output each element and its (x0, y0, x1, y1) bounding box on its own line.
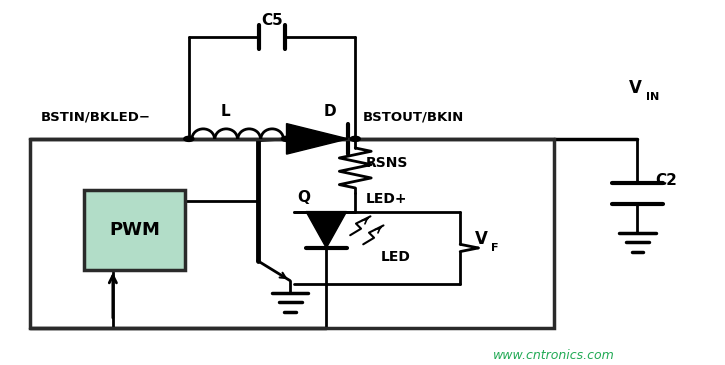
Text: BSTIN/BKLED−: BSTIN/BKLED− (41, 111, 151, 123)
Polygon shape (286, 124, 348, 154)
Circle shape (281, 136, 291, 141)
Text: L: L (220, 104, 230, 119)
Text: D: D (323, 104, 336, 119)
Text: www.cntronics.com: www.cntronics.com (493, 349, 615, 362)
Text: LED+: LED+ (366, 192, 407, 206)
Text: V: V (629, 79, 642, 97)
Bar (84, 190, 185, 270)
Text: IN: IN (646, 92, 660, 102)
Text: V: V (475, 230, 487, 248)
Text: LED: LED (381, 250, 410, 264)
Text: RSNS: RSNS (366, 155, 408, 169)
Circle shape (350, 136, 360, 141)
Text: C2: C2 (655, 173, 677, 188)
Circle shape (183, 136, 194, 141)
Text: BSTOUT/BKIN: BSTOUT/BKIN (362, 111, 464, 123)
Text: C5: C5 (261, 13, 283, 28)
Text: PWM: PWM (109, 221, 160, 239)
Bar (30, 139, 554, 328)
Text: F: F (492, 243, 499, 253)
Text: Q: Q (297, 189, 310, 204)
Polygon shape (306, 212, 347, 248)
